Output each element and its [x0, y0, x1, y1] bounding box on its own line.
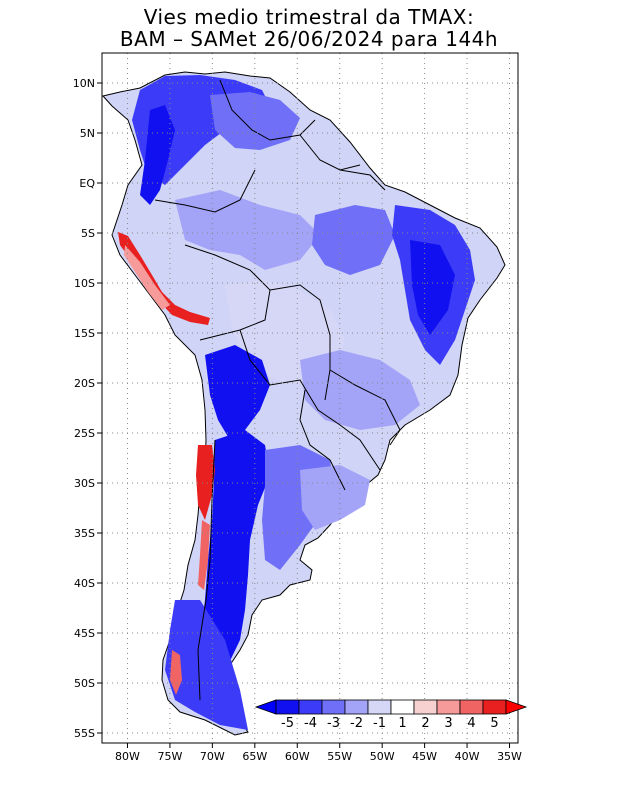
bias-pampas-pale — [300, 465, 370, 530]
map-title-line-2: BAM – SAMet 26/06/2024 para 144h — [119, 27, 499, 51]
bias-chile-positive — [196, 445, 215, 520]
colorbar-label: 4 — [467, 716, 475, 731]
colorbar-right-arrow — [505, 699, 528, 715]
colorbar-swatch — [459, 699, 484, 715]
colorbar-label: -2 — [350, 716, 363, 731]
map-title-line-1: Vies medio trimestral da TMAX: — [143, 5, 475, 29]
bias-northeast-strong — [410, 240, 455, 335]
colorbar-swatch — [275, 699, 300, 715]
y-tick-label: 50S — [74, 677, 95, 690]
bias-andes-north-negative — [140, 105, 175, 205]
y-tick-label: 10N — [73, 77, 95, 90]
x-tick-label: 45W — [412, 750, 437, 763]
y-tick-label: 15S — [74, 327, 95, 340]
bias-peru-positive-light — [124, 245, 170, 310]
colorbar-swatch — [482, 699, 507, 715]
y-tick-label: 55S — [74, 727, 95, 740]
y-tick-label: 30S — [74, 477, 95, 490]
colorbar-label: 5 — [490, 716, 498, 731]
bias-central-amazon — [312, 205, 395, 275]
y-tick-label: 5S — [81, 227, 95, 240]
x-tick-label: 70W — [200, 750, 225, 763]
y-tick-label: 35S — [74, 527, 95, 540]
x-tick-label: 55W — [327, 750, 352, 763]
x-tick-label: 75W — [157, 750, 182, 763]
y-tick-label: 25S — [74, 427, 95, 440]
bias-bolivia-negative — [205, 345, 270, 440]
colorbar-label: -1 — [373, 716, 386, 731]
colorbar-label: -3 — [327, 716, 340, 731]
colorbar-label: -4 — [304, 716, 317, 731]
y-tick-label: EQ — [79, 177, 95, 190]
colorbar-swatch — [367, 699, 392, 715]
colorbar-swatch — [413, 699, 438, 715]
bias-patagonia-negative — [165, 600, 248, 730]
y-tick-label: 20S — [74, 377, 95, 390]
colorbar-swatch — [298, 699, 323, 715]
y-tick-label: 10S — [74, 277, 95, 290]
colorbar-label: 2 — [421, 716, 429, 731]
map-frame — [101, 52, 519, 744]
x-tick-label: 65W — [242, 750, 267, 763]
bias-patagonia-positive — [170, 650, 182, 695]
x-tick-label: 40W — [455, 750, 480, 763]
bias-amazon-medium — [175, 190, 320, 270]
map-gridlines — [102, 53, 518, 743]
colorbar-label: -5 — [281, 716, 294, 731]
colorbar-swatch — [344, 699, 369, 715]
x-tick-label: 35W — [497, 750, 522, 763]
bias-chile-positive-light — [198, 520, 210, 590]
x-axis-ticks: 80W 75W 70W 65W 60W 55W 50W 45W 40W 35W — [115, 743, 522, 763]
colorbar: -5 -4 -3 -2 -1 1 2 3 4 5 — [254, 699, 528, 731]
y-axis-ticks: 10N 5N EQ 5S 10S 15S 20S 25S 30S 35S 40S 45S 50S 55S — [73, 77, 102, 740]
bias-venezuela-negative — [210, 92, 300, 150]
y-tick-label: 45S — [74, 627, 95, 640]
country-borders — [154, 79, 401, 701]
y-tick-label: 40S — [74, 577, 95, 590]
colorbar-swatch — [436, 699, 461, 715]
x-tick-label: 60W — [285, 750, 310, 763]
x-tick-label: 50W — [370, 750, 395, 763]
x-tick-label: 80W — [115, 750, 140, 763]
colorbar-label: 1 — [398, 716, 406, 731]
colorbar-label: 3 — [444, 716, 452, 731]
y-tick-label: 5N — [80, 127, 95, 140]
colorbar-swatch — [390, 699, 415, 715]
colorbar-swatch — [321, 699, 346, 715]
